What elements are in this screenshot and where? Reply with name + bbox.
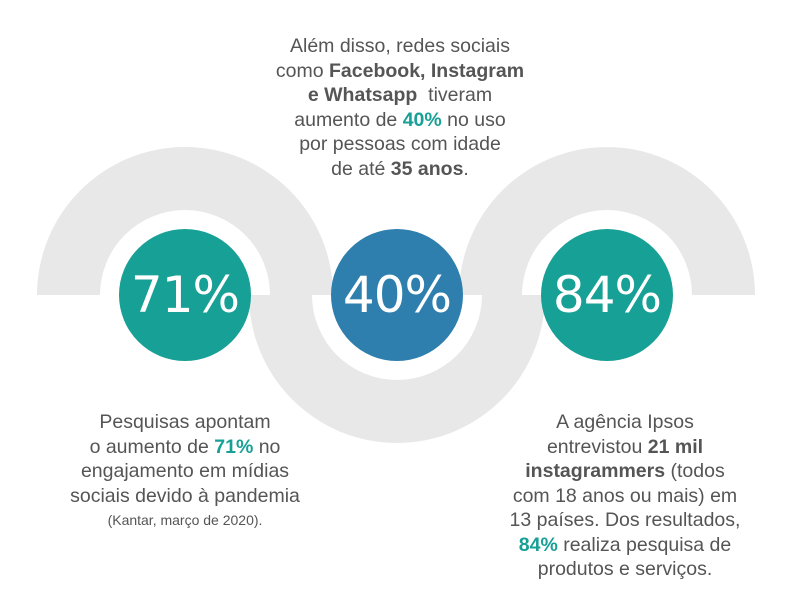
arc-left-upper xyxy=(37,147,333,295)
arc-center-lower xyxy=(249,295,545,443)
arc-right-upper xyxy=(459,147,755,295)
left-description: Pesquisas apontam o aumento de 71% no en… xyxy=(50,410,320,533)
source-citation: (Kantar, março de 2020). xyxy=(107,512,263,528)
right-description: A agência Ipsos entrevistou 21 mil insta… xyxy=(509,411,741,580)
stat-circle-40: 40% xyxy=(331,229,463,361)
stat-circle-84: 84% xyxy=(541,229,673,361)
stat-value-71: 71% xyxy=(130,266,240,324)
top-description: Além disso, redes sociais como Facebook,… xyxy=(275,35,525,180)
stat-value-40: 40% xyxy=(342,266,452,324)
stat-value-84: 84% xyxy=(552,266,662,324)
stat-circle-71: 71% xyxy=(119,229,251,361)
